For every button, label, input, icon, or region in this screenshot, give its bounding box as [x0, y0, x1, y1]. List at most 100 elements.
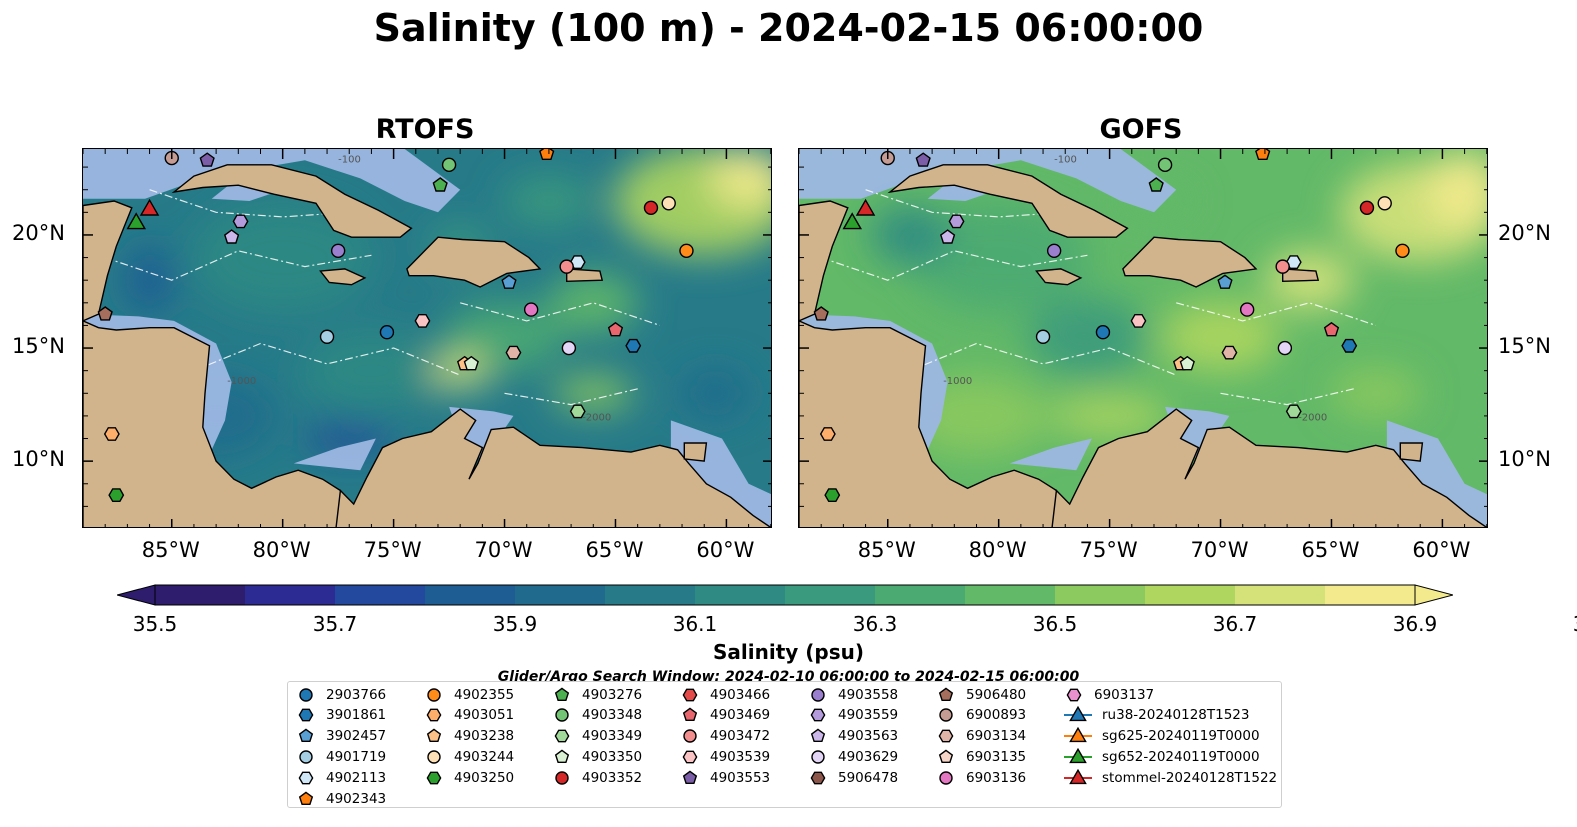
colorbar-segment [785, 585, 876, 605]
legend-label: 4903352 [582, 769, 643, 786]
panel-title-rtofs: RTOFS [375, 114, 475, 145]
legend-symbol-triangle [1069, 768, 1087, 784]
bathymetry-contour-label: -2000 [1298, 412, 1327, 423]
salinity-patch [192, 202, 373, 313]
float-marker-4903472 [559, 259, 574, 274]
legend-symbol-hexagon [554, 729, 570, 743]
float-marker-4903352 [1359, 200, 1375, 216]
legend-label: 4903238 [454, 728, 515, 745]
land-southAmerica [1051, 408, 1487, 527]
legend-label: 4903539 [710, 748, 771, 765]
legend-item: stommel-20240128T1522 [1064, 767, 1277, 788]
legend-item: 6900893 [936, 705, 1026, 726]
legend-item: 3901861 [296, 705, 386, 726]
latitude-tick-label: 20°N [12, 220, 65, 245]
latitude-tick-label: 20°N [1498, 220, 1551, 245]
float-marker-4901719 [1035, 329, 1051, 344]
legend-label: 4903250 [454, 769, 515, 786]
colorbar-segment [695, 585, 786, 605]
colorbar-tick-label: 36.9 [1392, 612, 1438, 636]
float-marker-4903348 [441, 157, 457, 173]
land-southAmerica [335, 408, 771, 527]
colorbar-segment [875, 585, 966, 605]
map-panel-rtofs[interactable]: -100 -1000 -2000 [82, 148, 772, 528]
legend-label: ru38-20240128T1523 [1102, 707, 1250, 724]
legend-symbol-pentagon [298, 728, 314, 743]
legend-label: 4903559 [838, 707, 899, 724]
map-panel-gofs[interactable]: -100 -1000 -2000 [798, 148, 1488, 528]
legend-symbol-hexagon [298, 771, 314, 785]
colorbar-segment [605, 585, 696, 605]
float-marker-4903244 [661, 196, 676, 211]
float-marker-4903629 [1277, 340, 1293, 356]
legend-label: 2903766 [326, 686, 387, 703]
legend-symbol-pentagon [554, 749, 570, 763]
longitude-tick-label: 60°W [696, 538, 755, 562]
bathymetry-contour-label: -100 [338, 155, 361, 166]
land-puertoRico [566, 268, 604, 283]
legend-item: 4903250 [424, 767, 514, 788]
bathymetry-contour-label: -100 [1054, 155, 1077, 166]
legend-label: 5906480 [966, 686, 1027, 703]
legend-item: 4901719 [296, 746, 386, 767]
legend-item: 4903469 [680, 705, 770, 726]
legend-symbol-circle [555, 708, 569, 722]
float-marker-4903250 [108, 488, 125, 502]
legend-label: 4903558 [838, 686, 899, 703]
float-marker-4903244 [1377, 196, 1392, 211]
colorbar-segment [515, 585, 606, 605]
legend-label: 6903135 [966, 748, 1027, 765]
legend-label: 4903276 [582, 686, 643, 703]
land-yucatan [799, 200, 849, 322]
glider-marker-sg652-20240119T0000 [842, 212, 863, 230]
legend-item: 4903348 [552, 705, 642, 726]
legend-item: 6903136 [936, 767, 1026, 788]
legend-label: 4902355 [454, 686, 515, 703]
land-hispaniola [1122, 236, 1258, 288]
longitude-tick-label: 85°W [141, 538, 200, 562]
legend-symbol-circle [939, 708, 953, 722]
eez-boundary-line [149, 189, 350, 218]
eez-boundary-line [504, 388, 638, 406]
latitude-tick-label: 10°N [1498, 447, 1551, 472]
float-marker-4903559 [232, 214, 249, 229]
legend-label: 3902457 [326, 728, 387, 745]
legend: 2903766 3901861 3902457 4901719 4902113 49023… [287, 681, 1282, 808]
longitude-tick-label: 65°W [1301, 538, 1360, 562]
bathymetry-contour-label: -2000 [582, 412, 611, 423]
colorbar-segment [425, 585, 516, 605]
legend-symbol-triangle [1069, 747, 1087, 763]
float-marker-4902113 [569, 255, 586, 270]
legend-item: sg652-20240119T0000 [1064, 746, 1260, 767]
eez-boundary-line [1176, 302, 1376, 326]
legend-symbol-hexagon [1066, 688, 1082, 701]
legend-symbol-pentagon [682, 707, 698, 722]
legend-item: 5906480 [936, 684, 1026, 705]
legend-item: 4903350 [552, 746, 642, 767]
legend-item: 6903137 [1064, 684, 1154, 705]
legend-label: 4903244 [454, 748, 515, 765]
legend-label: sg652-20240119T0000 [1102, 748, 1260, 765]
legend-item: 4903276 [552, 684, 642, 705]
legend-item: 4903472 [680, 726, 770, 747]
float-marker-4903539 [1130, 313, 1147, 328]
float-marker-4903352 [643, 200, 659, 216]
colorbar-segment [335, 585, 426, 605]
float-marker-4903350 [463, 355, 479, 371]
legend-symbol-hexagon [810, 708, 826, 722]
float-marker-4903051 [103, 427, 120, 441]
glider-marker-stommel-20240128T1522 [139, 198, 160, 216]
float-marker-4902113 [1285, 255, 1302, 270]
legend-item: 4903244 [424, 746, 514, 767]
legend-symbol-pentagon [938, 687, 954, 701]
legend-symbol-pentagon [810, 728, 826, 743]
salinity-patch [503, 176, 594, 227]
legend-symbol-hexagon [682, 750, 698, 764]
legend-item: 4903349 [552, 726, 642, 747]
land-hispaniola [406, 236, 542, 288]
legend-label: 4903629 [838, 748, 899, 765]
land-trinidad [683, 442, 708, 462]
float-marker-4903348 [1157, 157, 1173, 173]
colorbar-segment [1235, 585, 1326, 605]
colorbar-segment [1145, 585, 1236, 605]
